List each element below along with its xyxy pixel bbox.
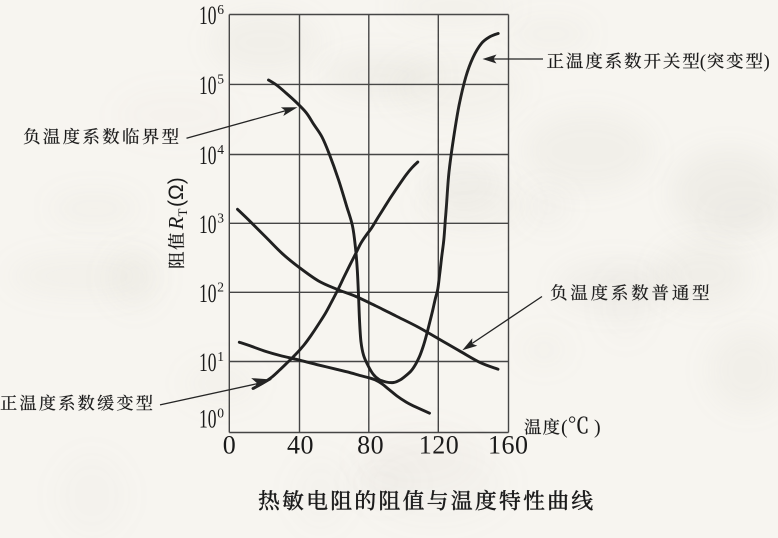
svg-text:0: 0	[217, 405, 224, 420]
svg-text:T: T	[175, 209, 190, 217]
svg-text:10: 10	[199, 279, 217, 308]
svg-text:(: (	[700, 51, 706, 72]
svg-text:(Ω): (Ω)	[165, 177, 188, 207]
svg-text:1: 1	[217, 349, 224, 364]
svg-text:80: 80	[357, 431, 384, 460]
svg-text:10: 10	[199, 210, 217, 239]
svg-text:10: 10	[199, 348, 217, 377]
svg-text:6: 6	[217, 2, 224, 17]
svg-text:40: 40	[287, 431, 314, 460]
svg-text:120: 120	[419, 431, 460, 460]
svg-text:0: 0	[223, 431, 237, 460]
svg-text:3: 3	[217, 211, 224, 226]
svg-text:2: 2	[217, 280, 224, 295]
svg-text:R: R	[164, 217, 188, 231]
svg-text:10: 10	[199, 71, 217, 100]
svg-text:10: 10	[199, 1, 217, 30]
svg-text:10: 10	[199, 405, 217, 434]
svg-text:): )	[764, 51, 770, 72]
svg-text:): )	[594, 416, 601, 438]
svg-text:160: 160	[488, 431, 529, 460]
svg-text:10: 10	[199, 141, 217, 170]
svg-text:4: 4	[217, 142, 224, 157]
svg-text:(: (	[561, 416, 568, 438]
svg-text:5: 5	[217, 72, 224, 87]
